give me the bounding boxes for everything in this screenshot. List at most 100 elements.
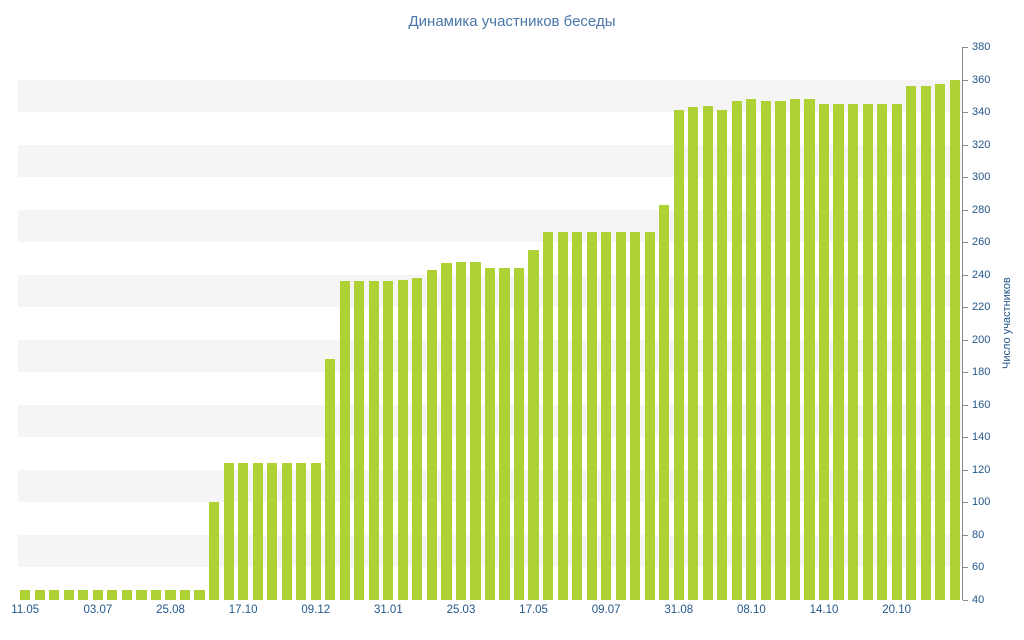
x-tick-label: 17.10 [228, 604, 258, 616]
bar [281, 463, 292, 600]
bar [310, 463, 321, 600]
bar [935, 84, 946, 600]
bar [557, 232, 568, 600]
y-tick-mark [963, 144, 968, 146]
bar [949, 79, 960, 600]
y-tick-mark [963, 307, 968, 309]
bar [252, 463, 263, 600]
y-axis-title: Число участников [1001, 277, 1013, 370]
x-tick-label: 03.07 [83, 604, 113, 616]
y-tick-mark [963, 339, 968, 341]
bar [513, 268, 525, 600]
y-tick-mark [963, 372, 968, 374]
bar [397, 279, 408, 600]
bar [441, 263, 452, 600]
y-tick-mark [963, 79, 968, 81]
plot-area [18, 47, 962, 600]
bar [267, 463, 278, 600]
bar [150, 590, 162, 600]
bar [906, 86, 917, 600]
bar [877, 103, 888, 600]
bar [49, 590, 60, 600]
bar [499, 268, 510, 600]
y-tick-label: 240 [972, 268, 991, 281]
bar [746, 99, 757, 600]
y-tick-mark [963, 600, 968, 601]
y-tick-label: 220 [972, 301, 991, 314]
bar [833, 103, 844, 600]
bar [601, 232, 612, 600]
bar [92, 590, 103, 600]
y-axis: 40 60 80 100 120 140 160 180 200 220 240 260 280 300 3… [962, 41, 1022, 606]
y-tick-mark [963, 404, 968, 406]
bar [775, 100, 786, 600]
y-tick-label: 140 [972, 431, 991, 444]
bar [165, 590, 176, 600]
bar [368, 281, 379, 600]
bar [179, 590, 191, 600]
bar [862, 103, 873, 600]
bar [847, 103, 859, 600]
x-tick-label: 20.10 [882, 604, 912, 616]
y-tick-mark [963, 502, 968, 504]
bar [194, 590, 205, 600]
y-tick-label: 120 [972, 463, 991, 476]
y-tick-label: 180 [972, 366, 991, 379]
x-tick-label: 31.08 [664, 604, 694, 616]
x-tick-label: 25.08 [156, 604, 185, 616]
x-tick-label: 31.01 [373, 604, 403, 616]
bar [688, 107, 699, 600]
x-tick-label: 14.10 [809, 604, 839, 616]
bar [543, 232, 554, 600]
y-tick-mark [963, 469, 968, 471]
bar [528, 250, 539, 600]
bar [659, 204, 670, 600]
y-tick-label: 320 [972, 138, 991, 151]
bar [136, 590, 147, 600]
y-tick-label: 260 [972, 236, 991, 249]
chart-title: Динамика участников беседы [408, 13, 616, 30]
bar [702, 105, 713, 600]
bar [383, 281, 394, 600]
y-tick-mark [963, 242, 968, 244]
y-tick-mark [963, 47, 968, 48]
y-tick-mark [963, 177, 968, 179]
bar [223, 463, 234, 600]
bar [484, 268, 496, 600]
bar [572, 232, 583, 600]
x-tick-label: 08.10 [737, 604, 766, 616]
x-tick-label: 11.05 [11, 604, 40, 616]
y-tick-label: 80 [972, 528, 985, 541]
bar [208, 502, 220, 600]
bar [891, 103, 902, 600]
bar [789, 99, 801, 600]
bar [804, 99, 815, 600]
bar [354, 281, 365, 600]
y-tick-label: 380 [972, 41, 991, 53]
y-tick-label: 360 [972, 73, 991, 86]
x-tick-label: 09.12 [301, 604, 331, 616]
y-tick-mark [963, 437, 968, 439]
bar [238, 463, 249, 600]
bar [78, 590, 89, 600]
bar [920, 86, 931, 600]
bar [34, 590, 45, 600]
bar [818, 103, 830, 600]
y-tick-label: 40 [972, 594, 985, 606]
bar [296, 463, 307, 600]
y-tick-mark [963, 567, 968, 569]
bar [339, 281, 350, 600]
x-tick-label: 25.03 [446, 604, 476, 616]
y-tick-mark [963, 534, 968, 536]
bar [673, 110, 684, 600]
bar [325, 359, 336, 600]
bar [644, 232, 655, 600]
bar [426, 269, 437, 600]
y-tick-mark [963, 112, 968, 114]
x-tick-label: 17.05 [519, 604, 548, 616]
bar [107, 590, 118, 600]
y-tick-label: 280 [972, 203, 991, 216]
bar [586, 232, 597, 600]
x-axis: 11.05 03.07 25.08 17.10 09.12 31.01 25.03 17.05… [11, 604, 962, 620]
